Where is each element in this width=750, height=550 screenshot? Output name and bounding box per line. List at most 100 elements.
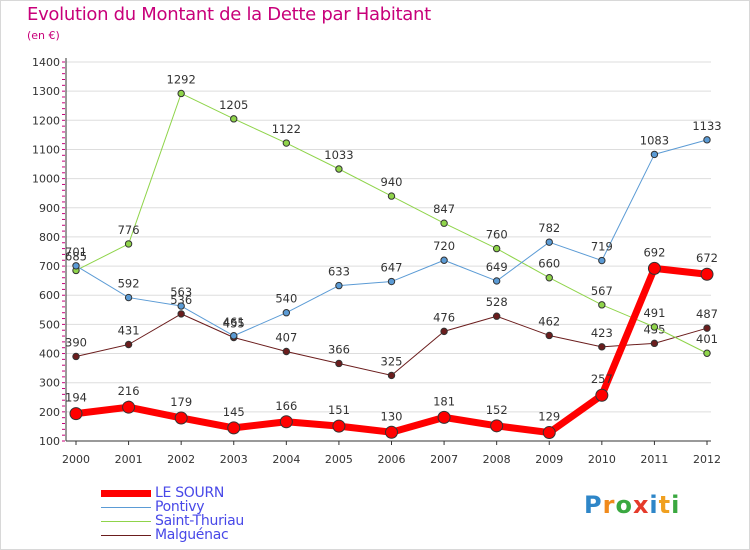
data-point-saint-thuriau — [492, 244, 501, 253]
data-label-malguenac: 487 — [696, 307, 718, 321]
y-tick-label: 500 — [39, 318, 60, 331]
logo-letter: i — [649, 491, 659, 519]
data-point-pontivy — [230, 332, 238, 340]
data-label-le-sourn: 151 — [328, 403, 350, 417]
data-point-saint-thuriau — [703, 349, 711, 357]
data-label-pontivy: 1083 — [640, 133, 669, 147]
data-label-malguenac: 390 — [65, 335, 87, 349]
legend-label-malguenac: Malguénac — [155, 527, 229, 543]
data-label-le-sourn: 216 — [118, 384, 140, 398]
x-tick-label: 2010 — [588, 453, 616, 466]
x-tick-label: 2004 — [272, 453, 300, 466]
y-tick-label: 300 — [39, 377, 60, 390]
data-label-le-sourn: 145 — [223, 405, 245, 419]
data-label-malguenac: 476 — [433, 310, 455, 324]
data-point-pontivy — [335, 281, 343, 290]
data-point-le-sourn — [332, 419, 346, 433]
data-label-malguenac: 455 — [223, 317, 245, 331]
data-label-saint-thuriau: 567 — [591, 284, 613, 298]
y-tick-label: 100 — [39, 435, 60, 448]
data-point-le-sourn — [122, 400, 136, 414]
data-point-saint-thuriau — [230, 115, 238, 123]
data-label-le-sourn: 672 — [696, 251, 718, 265]
data-point-pontivy — [703, 136, 711, 144]
data-point-le-sourn — [437, 410, 451, 424]
data-label-malguenac: 423 — [591, 326, 613, 340]
data-point-pontivy — [72, 262, 80, 270]
legend-label-le-sourn: LE SOURN — [155, 485, 225, 501]
data-point-le-sourn — [490, 419, 504, 433]
data-point-saint-thuriau — [598, 301, 606, 309]
data-label-malguenac: 325 — [381, 354, 403, 368]
y-tick-label: 1300 — [32, 85, 60, 98]
data-label-pontivy: 563 — [170, 285, 192, 299]
data-point-le-sourn — [279, 415, 293, 429]
y-tick-label: 800 — [39, 231, 60, 244]
data-label-saint-thuriau: 776 — [118, 223, 140, 237]
data-label-pontivy: 649 — [486, 260, 508, 274]
y-tick-label: 900 — [39, 202, 60, 215]
data-label-pontivy: 633 — [328, 265, 350, 279]
data-point-malguenac — [650, 339, 659, 348]
y-tick-label: 1200 — [32, 114, 60, 127]
x-tick-label: 2002 — [167, 453, 195, 466]
y-minor-ticks — [62, 61, 65, 442]
data-label-le-sourn: 129 — [538, 410, 560, 424]
data-point-malguenac — [598, 343, 606, 351]
y-tick-label: 1000 — [32, 173, 60, 186]
y-tick-labels: 100 200 300 400 500 600 700 800 900 1000 1100 1200 1… — [32, 56, 60, 448]
chart-title: Evolution du Montant de la Dette par Hab… — [27, 4, 431, 25]
data-label-le-sourn: 152 — [486, 403, 508, 417]
logo-letter: t — [658, 491, 672, 519]
data-label-malguenac: 462 — [538, 314, 560, 328]
x-tick-label: 2011 — [640, 453, 668, 466]
data-label-pontivy: 647 — [381, 261, 403, 275]
data-point-malguenac — [282, 347, 291, 356]
x-tick-label: 2000 — [62, 453, 90, 466]
data-point-saint-thuriau — [387, 192, 396, 200]
data-label-pontivy: 720 — [433, 239, 455, 253]
data-label-pontivy: 782 — [538, 221, 560, 235]
data-label-saint-thuriau: 401 — [696, 332, 718, 346]
legend-label-saint-thuriau: Saint-Thuriau — [155, 513, 244, 529]
data-point-malguenac — [72, 352, 80, 361]
data-point-le-sourn — [700, 267, 714, 281]
data-point-saint-thuriau — [177, 89, 185, 98]
x-tick-label: 2007 — [430, 453, 458, 466]
data-point-le-sourn — [595, 388, 609, 402]
data-label-le-sourn: 179 — [170, 395, 192, 409]
legend-swatch-pontivy — [101, 507, 151, 508]
x-tick-label: 2005 — [325, 453, 353, 466]
chart-subtitle: (en €) — [27, 29, 60, 42]
data-label-le-sourn: 692 — [643, 245, 665, 259]
x-tick-label: 2006 — [378, 453, 406, 466]
data-label-pontivy: 1133 — [692, 119, 721, 133]
data-point-le-sourn — [69, 407, 83, 421]
data-label-le-sourn: 181 — [433, 394, 455, 408]
proxiti-logo: Proxiti — [584, 491, 680, 519]
data-label-le-sourn: 130 — [381, 409, 403, 423]
data-point-le-sourn — [227, 421, 241, 435]
y-tick-label: 600 — [39, 289, 60, 302]
data-point-saint-thuriau — [335, 165, 343, 173]
data-label-saint-thuriau: 1033 — [324, 148, 353, 162]
series-le-sourn: 194 216 179 145 166 151 130 181 152 129 257 692 672 — [65, 245, 718, 440]
data-point-saint-thuriau — [440, 219, 448, 227]
data-point-malguenac — [703, 324, 711, 332]
data-label-pontivy: 592 — [118, 277, 140, 291]
data-point-pontivy — [598, 256, 606, 265]
series-saint-thuriau: 685 776 1292 1205 1122 1033 940 847 760 660 567 491… — [65, 72, 718, 357]
x-tick-label: 2001 — [115, 453, 143, 466]
data-label-pontivy: 701 — [65, 245, 87, 259]
logo-letter: x — [632, 491, 650, 519]
data-point-saint-thuriau — [124, 240, 133, 248]
data-label-saint-thuriau: 847 — [433, 202, 455, 216]
y-tick-label: 1400 — [32, 56, 60, 69]
data-label-saint-thuriau: 660 — [538, 257, 560, 271]
y-tick-label: 700 — [39, 260, 60, 273]
logo-letter: P — [584, 491, 603, 519]
data-label-malguenac: 366 — [328, 342, 350, 356]
data-label-saint-thuriau: 685 — [65, 249, 87, 263]
